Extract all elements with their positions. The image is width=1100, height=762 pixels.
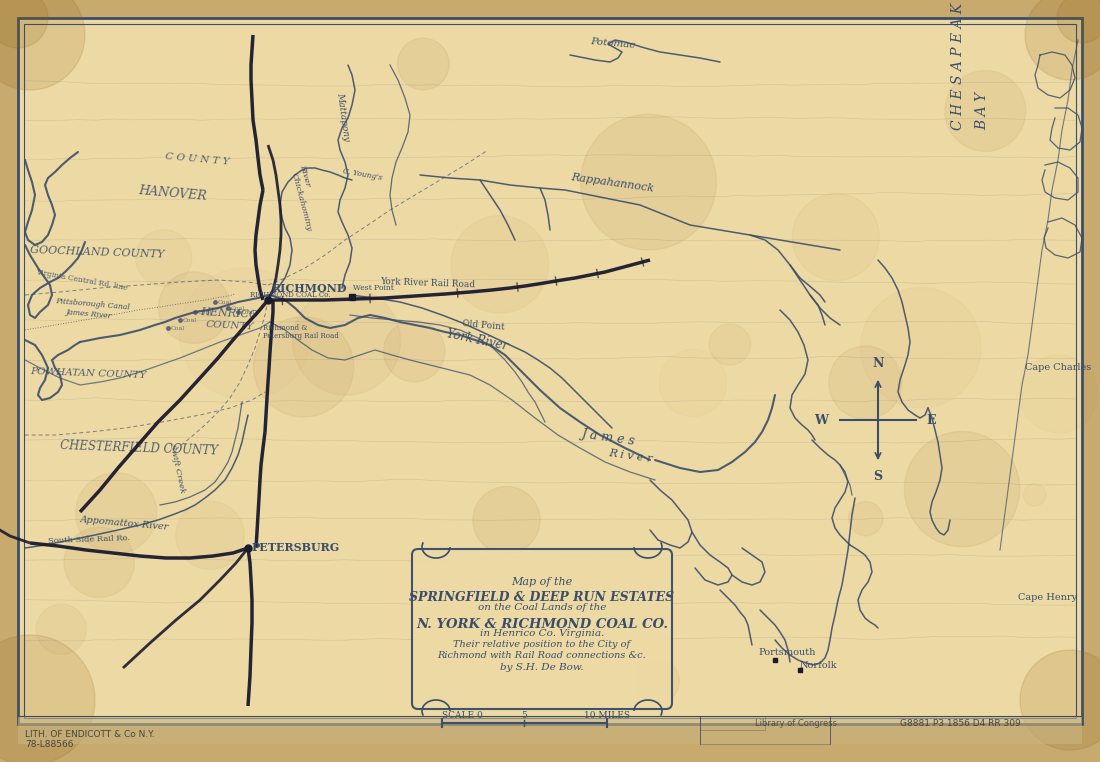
Text: Petersburg Rail Road: Petersburg Rail Road xyxy=(263,332,339,340)
Circle shape xyxy=(710,324,750,365)
Text: Chickahominy: Chickahominy xyxy=(290,171,314,232)
Bar xyxy=(700,716,764,730)
Circle shape xyxy=(904,431,1020,546)
Bar xyxy=(18,716,1082,744)
Text: Coal: Coal xyxy=(218,300,232,305)
Text: Old Point: Old Point xyxy=(462,319,505,332)
Circle shape xyxy=(384,321,444,382)
Text: Cape Henry: Cape Henry xyxy=(1018,593,1077,602)
Circle shape xyxy=(0,0,85,90)
Text: COUNTY: COUNTY xyxy=(205,321,253,332)
Text: York River: York River xyxy=(446,328,508,353)
Text: Coal: Coal xyxy=(198,310,212,315)
Text: Mattapony: Mattapony xyxy=(336,92,351,142)
Text: C O U N T Y: C O U N T Y xyxy=(165,152,230,167)
Circle shape xyxy=(158,272,230,344)
Text: R i v e r: R i v e r xyxy=(608,448,653,464)
Circle shape xyxy=(253,317,354,417)
Text: E: E xyxy=(926,414,935,427)
Bar xyxy=(700,716,830,744)
Text: Richmond &: Richmond & xyxy=(263,324,308,332)
Text: Library of Congress: Library of Congress xyxy=(755,719,837,728)
Circle shape xyxy=(76,472,156,554)
Text: Pittsborough Canal: Pittsborough Canal xyxy=(55,297,130,312)
Circle shape xyxy=(945,71,1026,152)
Circle shape xyxy=(397,38,449,90)
Text: Swift Creek: Swift Creek xyxy=(168,443,186,494)
Circle shape xyxy=(176,501,244,569)
Text: G8881 P3 1856 D4 RR 309: G8881 P3 1856 D4 RR 309 xyxy=(900,719,1021,728)
Text: POWHATAN COUNTY: POWHATAN COUNTY xyxy=(30,367,146,380)
Text: Appomattox River: Appomattox River xyxy=(80,515,169,532)
Text: Virginia Central Rd. line: Virginia Central Rd. line xyxy=(35,268,128,292)
Text: York River Rail Road: York River Rail Road xyxy=(379,277,475,289)
Text: RICHMOND: RICHMOND xyxy=(272,283,348,294)
Text: RICHMOND COAL Co.: RICHMOND COAL Co. xyxy=(250,291,330,299)
Circle shape xyxy=(293,287,400,395)
Text: by S.H. De Bow.: by S.H. De Bow. xyxy=(500,663,584,671)
Text: S: S xyxy=(873,470,882,483)
Circle shape xyxy=(1057,0,1100,43)
Text: W: W xyxy=(814,414,828,427)
Text: Richmond with Rail Road connections &c.: Richmond with Rail Road connections &c. xyxy=(438,651,647,660)
Text: C H E S A P E A K E: C H E S A P E A K E xyxy=(952,0,965,130)
Text: Potomac: Potomac xyxy=(590,37,636,50)
Circle shape xyxy=(64,527,134,597)
Text: CHESTERFIELD COUNTY: CHESTERFIELD COUNTY xyxy=(60,440,218,458)
Text: LITH. OF ENDICOTT & Co N.Y.
78-L88566: LITH. OF ENDICOTT & Co N.Y. 78-L88566 xyxy=(25,730,155,749)
Text: West Point: West Point xyxy=(353,284,394,292)
Text: N. YORK & RICHMOND COAL CO.: N. YORK & RICHMOND COAL CO. xyxy=(416,618,668,631)
Text: South Side Rail Ro.: South Side Rail Ro. xyxy=(48,534,131,545)
Text: B A Y: B A Y xyxy=(975,92,989,130)
Text: PETERSBURG: PETERSBURG xyxy=(252,542,340,553)
Text: J a m e s: J a m e s xyxy=(580,427,636,448)
Circle shape xyxy=(581,114,716,250)
Text: SPRINGFIELD & DEEP RUN ESTATES: SPRINGFIELD & DEEP RUN ESTATES xyxy=(409,591,674,604)
Text: in Henrico Co. Virginia.: in Henrico Co. Virginia. xyxy=(480,629,604,639)
Circle shape xyxy=(1025,0,1100,80)
Circle shape xyxy=(1020,650,1100,750)
Text: Norfolk: Norfolk xyxy=(800,661,837,670)
Text: Map of the: Map of the xyxy=(512,578,573,588)
Circle shape xyxy=(828,346,902,419)
Text: 5: 5 xyxy=(521,711,527,720)
Text: 10 MILES: 10 MILES xyxy=(584,711,630,720)
Text: Coal: Coal xyxy=(241,310,255,315)
Text: GOOCHLAND COUNTY: GOOCHLAND COUNTY xyxy=(30,245,165,260)
Circle shape xyxy=(635,659,680,703)
Text: Coal: Coal xyxy=(231,306,245,311)
Text: River: River xyxy=(298,163,311,187)
Text: Portsmouth: Portsmouth xyxy=(758,648,815,657)
Text: Cape Charles: Cape Charles xyxy=(1025,363,1091,372)
FancyBboxPatch shape xyxy=(412,549,672,709)
Circle shape xyxy=(473,486,540,554)
Text: Coal: Coal xyxy=(183,318,197,323)
Circle shape xyxy=(0,0,48,48)
Text: Their relative position to the City of: Their relative position to the City of xyxy=(453,640,630,649)
Text: SCALE 0: SCALE 0 xyxy=(442,711,483,720)
Text: on the Coal Lands of the: on the Coal Lands of the xyxy=(477,603,606,612)
Circle shape xyxy=(848,501,883,536)
Text: James River: James River xyxy=(65,308,111,320)
Text: HENRICO: HENRICO xyxy=(200,307,258,320)
Text: Rappahannock: Rappahannock xyxy=(570,172,654,194)
Text: C. Young's: C. Young's xyxy=(342,167,383,182)
Text: HANOVER: HANOVER xyxy=(138,184,207,203)
Circle shape xyxy=(0,635,95,762)
Circle shape xyxy=(36,604,87,655)
Text: N: N xyxy=(872,357,883,370)
Text: Coal: Coal xyxy=(170,326,185,331)
